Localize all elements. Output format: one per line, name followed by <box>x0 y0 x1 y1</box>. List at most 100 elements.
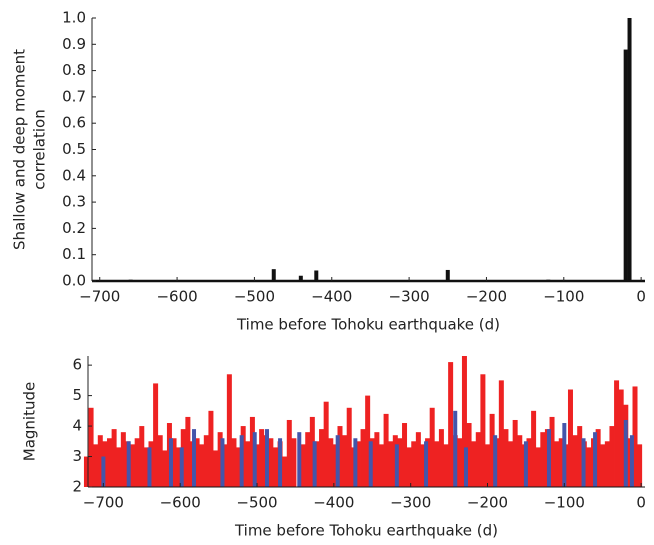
bar <box>445 269 450 281</box>
bar <box>171 438 177 487</box>
bar <box>278 438 283 487</box>
bar <box>120 432 126 487</box>
bar <box>420 444 426 487</box>
bar <box>402 423 408 487</box>
y-tick-label: 0.0 <box>62 272 86 290</box>
bar <box>97 435 103 487</box>
bar <box>213 450 219 487</box>
bar <box>220 438 225 487</box>
bar <box>562 423 567 487</box>
bar <box>157 435 163 487</box>
y-tick-label: 0.3 <box>62 193 86 211</box>
bar <box>374 432 380 487</box>
bar <box>305 432 311 487</box>
bar <box>629 435 634 487</box>
bar <box>93 444 99 487</box>
bar <box>254 444 260 487</box>
bar <box>429 407 435 487</box>
bar <box>153 383 159 487</box>
y-tick-label: 0.9 <box>62 35 86 53</box>
bar <box>623 49 628 282</box>
x-tick-label: −600 <box>156 288 197 306</box>
bar <box>535 447 541 487</box>
bar <box>222 444 228 487</box>
bar <box>627 18 632 281</box>
x-tick-label: −300 <box>390 494 431 512</box>
bar <box>463 447 468 487</box>
bar <box>194 438 200 487</box>
x-tick-label: −400 <box>313 494 354 512</box>
y-tick-label: 2 <box>72 478 82 496</box>
bar <box>203 435 209 487</box>
bar <box>88 407 94 487</box>
bar <box>332 444 338 487</box>
bar <box>438 429 444 487</box>
bar <box>286 419 292 487</box>
bar <box>342 435 348 487</box>
bar <box>271 269 276 281</box>
bar <box>498 380 504 487</box>
bar <box>600 444 606 487</box>
bar <box>268 438 274 487</box>
bar <box>323 401 329 487</box>
bar <box>365 395 371 487</box>
bar <box>355 441 361 487</box>
y-axis-label: Shallow and deep moment <box>11 49 29 250</box>
bar <box>346 407 352 487</box>
bar <box>475 432 481 487</box>
bar <box>406 447 412 487</box>
bar <box>526 438 532 487</box>
bar <box>383 413 389 487</box>
bar <box>581 438 586 487</box>
bar <box>107 438 113 487</box>
bar <box>236 447 242 487</box>
bar <box>231 438 237 487</box>
bar <box>139 426 145 487</box>
bar <box>368 441 373 487</box>
bar <box>595 429 601 487</box>
bar <box>517 435 523 487</box>
bar <box>503 429 509 487</box>
x-tick-label: −100 <box>544 494 585 512</box>
bar <box>609 426 615 487</box>
x-tick-label: −200 <box>466 288 507 306</box>
bar <box>314 441 320 487</box>
bar <box>126 441 131 487</box>
bar <box>335 435 340 487</box>
bar <box>480 374 486 487</box>
x-axis-label: Time before Tohoku earthquake (d) <box>236 316 500 334</box>
y-tick-label: 0.6 <box>62 114 86 132</box>
y-tick-label: 1.0 <box>62 9 86 27</box>
bar <box>353 438 358 487</box>
bar <box>397 438 403 487</box>
bar <box>485 444 491 487</box>
y-tick-label: 0.4 <box>62 166 86 184</box>
bar <box>604 441 610 487</box>
bar <box>179 447 184 487</box>
bar <box>546 429 551 487</box>
bar <box>130 444 136 487</box>
bar <box>360 429 366 487</box>
bar <box>312 441 317 487</box>
x-tick-label: −300 <box>389 288 430 306</box>
bar <box>461 356 467 487</box>
y-tick-label: 0.7 <box>62 87 86 105</box>
bar <box>328 438 334 487</box>
bar <box>593 432 598 487</box>
bar <box>272 447 278 487</box>
bar <box>448 362 454 487</box>
bar <box>337 426 343 487</box>
bar <box>493 435 498 487</box>
y-tick-label: 4 <box>72 417 82 435</box>
x-tick-label: −100 <box>543 288 584 306</box>
bar <box>567 389 573 487</box>
x-tick-label: −600 <box>160 494 201 512</box>
bar <box>572 435 578 487</box>
bar <box>540 432 546 487</box>
bar <box>637 444 643 487</box>
bar <box>252 432 257 487</box>
bar <box>314 270 319 281</box>
bar <box>457 438 463 487</box>
bar <box>623 419 628 487</box>
bar <box>523 441 528 487</box>
